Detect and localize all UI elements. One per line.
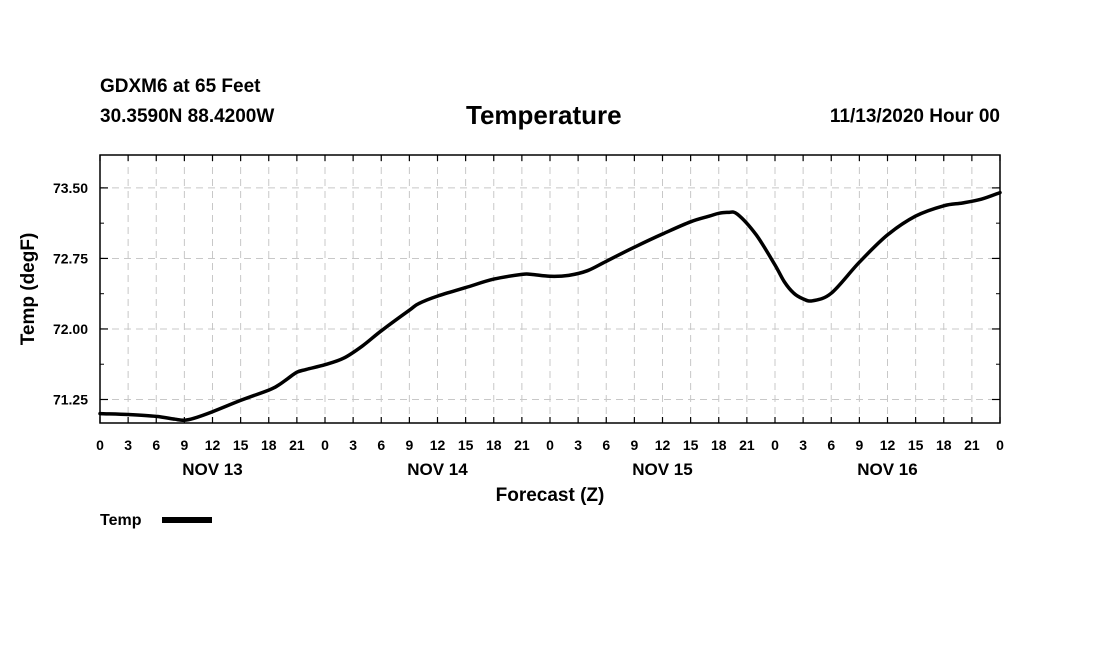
x-tick-label: 0 <box>996 437 1004 453</box>
x-tick-label: 15 <box>458 437 474 453</box>
x-tick-label: 9 <box>405 437 413 453</box>
x-tick-label: 9 <box>855 437 863 453</box>
x-tick-label: 3 <box>124 437 132 453</box>
x-tick-label: 0 <box>96 437 104 453</box>
y-tick-label: 72.00 <box>53 321 88 337</box>
day-label: NOV 16 <box>857 460 917 479</box>
day-label: NOV 14 <box>407 460 468 479</box>
x-tick-label: 3 <box>799 437 807 453</box>
x-axis-title: Forecast (Z) <box>496 485 605 506</box>
model-run-time: 11/13/2020 Hour 00 <box>829 106 1000 127</box>
day-label: NOV 13 <box>182 460 242 479</box>
x-tick-label: 18 <box>261 437 277 453</box>
x-tick-label: 0 <box>321 437 329 453</box>
x-tick-label: 12 <box>655 437 671 453</box>
x-tick-label: 18 <box>711 437 727 453</box>
x-tick-label: 21 <box>964 437 980 453</box>
day-labels: NOV 13 NOV 14 NOV 15 NOV 16 <box>182 460 917 479</box>
x-tick-label: 18 <box>486 437 502 453</box>
x-tick-label: 3 <box>574 437 582 453</box>
chart-title: Temperature <box>466 100 622 130</box>
x-tick-label: 6 <box>827 437 835 453</box>
x-tick-label: 18 <box>936 437 952 453</box>
y-axis-title: Temp (degF) <box>18 233 39 346</box>
y-tick-label: 71.25 <box>53 391 88 407</box>
x-tick-label: 6 <box>377 437 385 453</box>
x-tick-label: 9 <box>180 437 188 453</box>
day-label: NOV 15 <box>632 460 692 479</box>
x-tick-label: 15 <box>908 437 924 453</box>
station-label: GDXM6 at 65 Feet <box>100 76 261 97</box>
x-tick-label: 15 <box>233 437 249 453</box>
legend-label: Temp <box>100 512 142 529</box>
x-tick-label: 15 <box>683 437 699 453</box>
coordinates-label: 30.3590N 88.4200W <box>100 106 275 127</box>
y-tick-label: 72.75 <box>53 250 88 266</box>
grid-lines <box>100 155 1000 423</box>
x-tick-labels: 0 3 6 9 12 15 18 21 0 3 6 9 12 15 18 21 0 3 6 9 12 15 18 21 0 3 6 9… <box>96 437 1004 453</box>
x-tick-label: 3 <box>349 437 357 453</box>
x-tick-label: 0 <box>546 437 554 453</box>
x-tick-label: 12 <box>205 437 221 453</box>
x-tick-label: 6 <box>602 437 610 453</box>
axis-ticks <box>99 155 1001 423</box>
temp-series-line <box>98 190 1002 422</box>
x-tick-label: 6 <box>152 437 160 453</box>
x-tick-label: 21 <box>289 437 305 453</box>
y-tick-label: 73.50 <box>53 180 88 196</box>
x-tick-label: 9 <box>630 437 638 453</box>
x-tick-label: 0 <box>771 437 779 453</box>
x-tick-label: 21 <box>514 437 530 453</box>
x-tick-label: 12 <box>430 437 446 453</box>
x-tick-label: 12 <box>880 437 896 453</box>
y-tick-labels: 71.25 72.00 72.75 73.50 <box>53 180 88 408</box>
x-tick-label: 21 <box>739 437 755 453</box>
